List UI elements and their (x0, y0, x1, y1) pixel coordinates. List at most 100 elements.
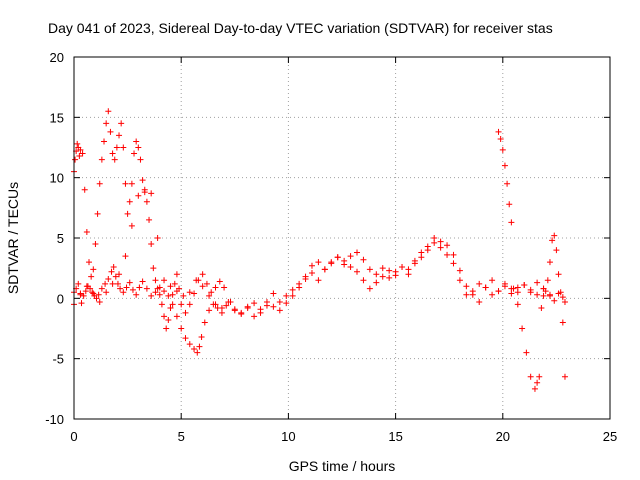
data-point (78, 300, 85, 307)
data-point (72, 156, 79, 163)
y-tick-label: 15 (50, 110, 64, 125)
data-point (527, 289, 534, 296)
data-point (167, 304, 174, 311)
data-point (302, 273, 309, 280)
data-point (508, 219, 515, 226)
data-point (93, 295, 100, 302)
data-point (191, 290, 198, 297)
data-point (75, 280, 82, 287)
data-point (208, 289, 215, 296)
data-point (101, 138, 108, 145)
y-axis-label: SDTVAR / TECUs (5, 182, 21, 294)
data-point (77, 146, 84, 153)
data-point (334, 254, 341, 261)
data-point (199, 283, 206, 290)
data-point (199, 271, 206, 278)
grid (74, 57, 610, 419)
data-point (178, 325, 185, 332)
data-point (551, 232, 558, 239)
y-tick-label: 10 (50, 171, 64, 186)
data-point (87, 285, 94, 292)
data-point (206, 292, 213, 299)
data-point (508, 290, 515, 297)
data-point (289, 292, 296, 299)
data-point (105, 108, 112, 115)
data-point (167, 283, 174, 290)
data-point (80, 292, 87, 299)
data-point (133, 138, 140, 145)
data-point (456, 267, 463, 274)
data-point (139, 278, 146, 285)
data-point (94, 210, 101, 217)
data-point (194, 349, 201, 356)
data-point (561, 373, 568, 380)
data-point (109, 150, 116, 157)
y-tick-label: -5 (52, 352, 64, 367)
data-point (418, 249, 425, 256)
data-point (152, 289, 159, 296)
data-point (315, 277, 322, 284)
data-point (83, 283, 90, 290)
data-point (392, 272, 399, 279)
data-point (553, 247, 560, 254)
data-point (257, 309, 264, 316)
data-point (152, 277, 159, 284)
data-point (98, 285, 105, 292)
data-point (354, 268, 361, 275)
data-point (165, 317, 172, 324)
data-point (549, 237, 556, 244)
x-tick-label: 0 (70, 429, 77, 444)
data-point (263, 302, 270, 309)
data-point (424, 243, 431, 250)
data-point (143, 285, 150, 292)
data-point (201, 319, 208, 326)
data-point (96, 298, 103, 305)
series (71, 186, 553, 318)
data-point (366, 266, 373, 273)
data-point (180, 292, 187, 299)
data-point (536, 373, 543, 380)
series (71, 239, 568, 356)
data-point (531, 385, 538, 392)
data-point (544, 277, 551, 284)
data-point (534, 291, 541, 298)
y-tick-label: 5 (57, 231, 64, 246)
data-point (103, 120, 110, 127)
data-point (116, 271, 123, 278)
y-tick-label: -10 (45, 412, 64, 427)
data-point (158, 301, 165, 308)
data-point (437, 244, 444, 251)
x-tick-label: 15 (388, 429, 402, 444)
data-point (559, 294, 566, 301)
data-point (223, 302, 230, 309)
data-point (360, 277, 367, 284)
data-point (555, 271, 562, 278)
data-point (118, 120, 125, 127)
data-point (270, 290, 277, 297)
data-point (89, 289, 96, 296)
data-point (88, 273, 95, 280)
data-point (95, 291, 102, 298)
data-point (182, 309, 189, 316)
data-point (161, 288, 168, 295)
data-point (92, 241, 99, 248)
data-point (81, 186, 88, 193)
data-point (296, 280, 303, 287)
data-point (182, 335, 189, 342)
data-point (212, 284, 219, 291)
axis-ticks: 0 5 10 15 20 25 -10 -5 0 5 10 15 20 (45, 50, 617, 444)
data-point (328, 260, 335, 267)
data-point (90, 266, 97, 273)
data-point (143, 198, 150, 205)
data-point (74, 140, 81, 147)
data-point (283, 292, 290, 299)
data-point (373, 279, 380, 286)
data-point (148, 190, 155, 197)
data-point (489, 291, 496, 298)
data-point (450, 260, 457, 267)
data-point (283, 300, 290, 307)
data-point (86, 259, 93, 266)
data-point (191, 346, 198, 353)
data-point (148, 241, 155, 248)
